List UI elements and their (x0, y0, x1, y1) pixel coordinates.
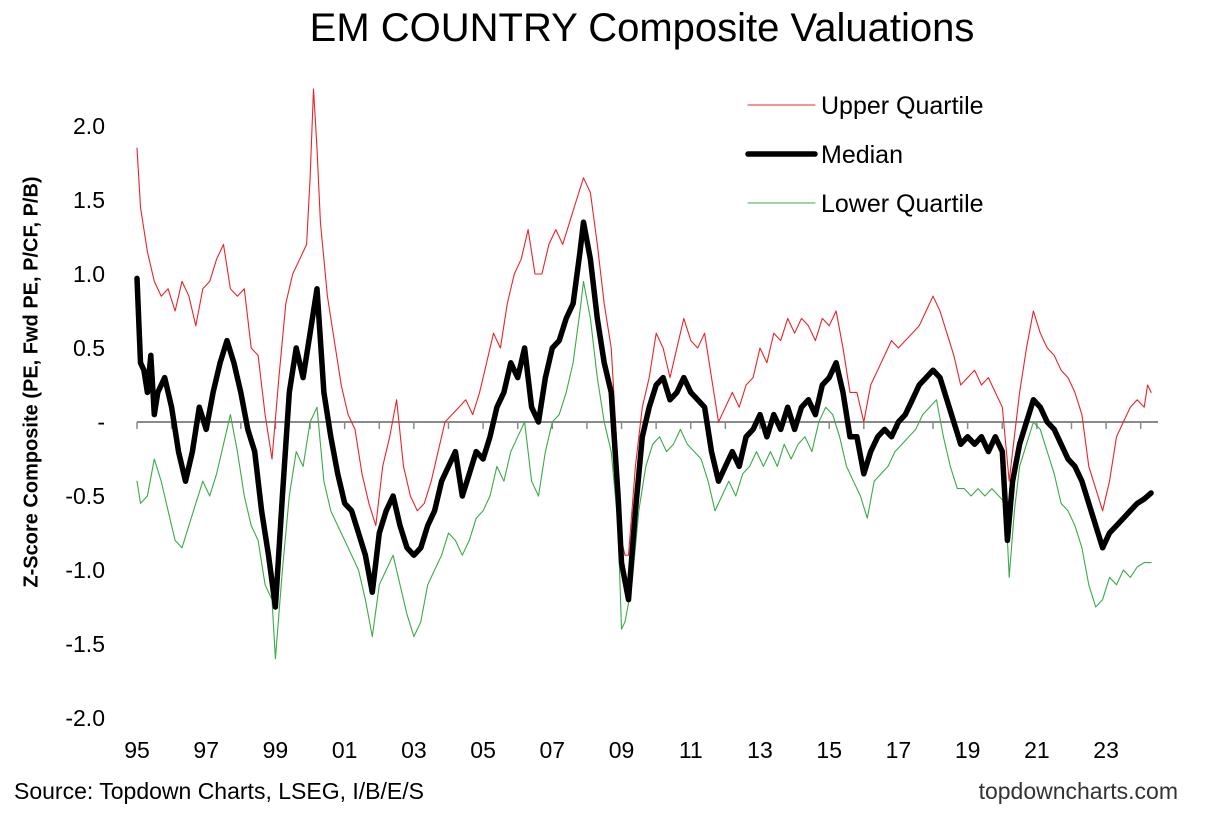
x-tick-label: 19 (955, 737, 981, 763)
y-tick-label: 1.5 (73, 187, 105, 213)
x-tick-label: 17 (886, 737, 912, 763)
x-tick-label: 01 (332, 737, 358, 763)
x-tick-label: 97 (193, 737, 219, 763)
website-credit: topdowncharts.com (978, 778, 1178, 804)
legend-label: Lower Quartile (821, 190, 984, 218)
series-line-upper-quartile (136, 88, 1152, 556)
x-tick-label: 15 (816, 737, 842, 763)
y-tick-label: 1.0 (73, 261, 105, 287)
x-tick-label: 09 (609, 737, 635, 763)
x-tick-label: 05 (470, 737, 496, 763)
y-tick-label: 0.5 (73, 335, 105, 361)
x-tick-label: 23 (1093, 737, 1119, 763)
chart-title: EM COUNTRY Composite Valuations (309, 6, 975, 50)
series-line-lower-quartile (136, 280, 1152, 660)
y-tick-label: -0.5 (65, 483, 105, 509)
y-tick-label: -1.5 (65, 631, 105, 657)
y-tick-label: - (97, 409, 105, 435)
legend-label: Upper Quartile (821, 92, 984, 120)
x-tick-label: 95 (124, 737, 150, 763)
source-note: Source: Topdown Charts, LSEG, I/B/E/S (14, 778, 424, 804)
x-tick-label: 13 (747, 737, 773, 763)
x-tick-label: 99 (263, 737, 289, 763)
x-tick-label: 03 (401, 737, 427, 763)
y-tick-label: 2.0 (73, 113, 105, 139)
x-tick-label: 11 (679, 737, 703, 763)
y-tick-label: -2.0 (65, 705, 105, 731)
series-line-median (134, 219, 1154, 610)
x-tick-label: 21 (1024, 737, 1050, 763)
legend-label: Median (821, 141, 903, 169)
x-tick-label: 07 (540, 737, 566, 763)
y-tick-label: -1.0 (65, 557, 105, 583)
